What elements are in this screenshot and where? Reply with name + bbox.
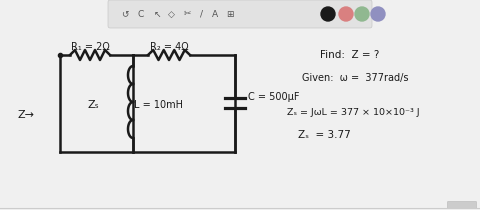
Circle shape	[321, 7, 335, 21]
Text: ✂: ✂	[183, 9, 191, 18]
Text: ◇: ◇	[168, 9, 174, 18]
FancyBboxPatch shape	[108, 0, 372, 28]
Text: C = 500μF: C = 500μF	[248, 92, 300, 102]
Text: ↖: ↖	[153, 9, 161, 18]
Text: L = 10mH: L = 10mH	[133, 100, 182, 110]
Text: Given:  ω =  377rad/s: Given: ω = 377rad/s	[302, 73, 408, 83]
Text: Find:  Z = ?: Find: Z = ?	[320, 50, 379, 60]
Text: A: A	[212, 9, 218, 18]
Text: Zₛ = JωL = 377 × 10×10⁻³ J: Zₛ = JωL = 377 × 10×10⁻³ J	[287, 108, 420, 117]
Text: Zₛ  = 3.77: Zₛ = 3.77	[298, 130, 351, 140]
Text: C: C	[138, 9, 144, 18]
Text: /: /	[201, 9, 204, 18]
Text: R₂ = 4Ω: R₂ = 4Ω	[150, 42, 188, 52]
FancyBboxPatch shape	[447, 202, 477, 209]
Text: R₁ = 2Ω: R₁ = 2Ω	[71, 42, 109, 52]
Text: ⊞: ⊞	[226, 9, 234, 18]
Circle shape	[355, 7, 369, 21]
Text: Z→: Z→	[18, 110, 35, 120]
Circle shape	[339, 7, 353, 21]
Circle shape	[371, 7, 385, 21]
Text: ↺: ↺	[121, 9, 129, 18]
Text: Zₛ: Zₛ	[87, 100, 99, 110]
